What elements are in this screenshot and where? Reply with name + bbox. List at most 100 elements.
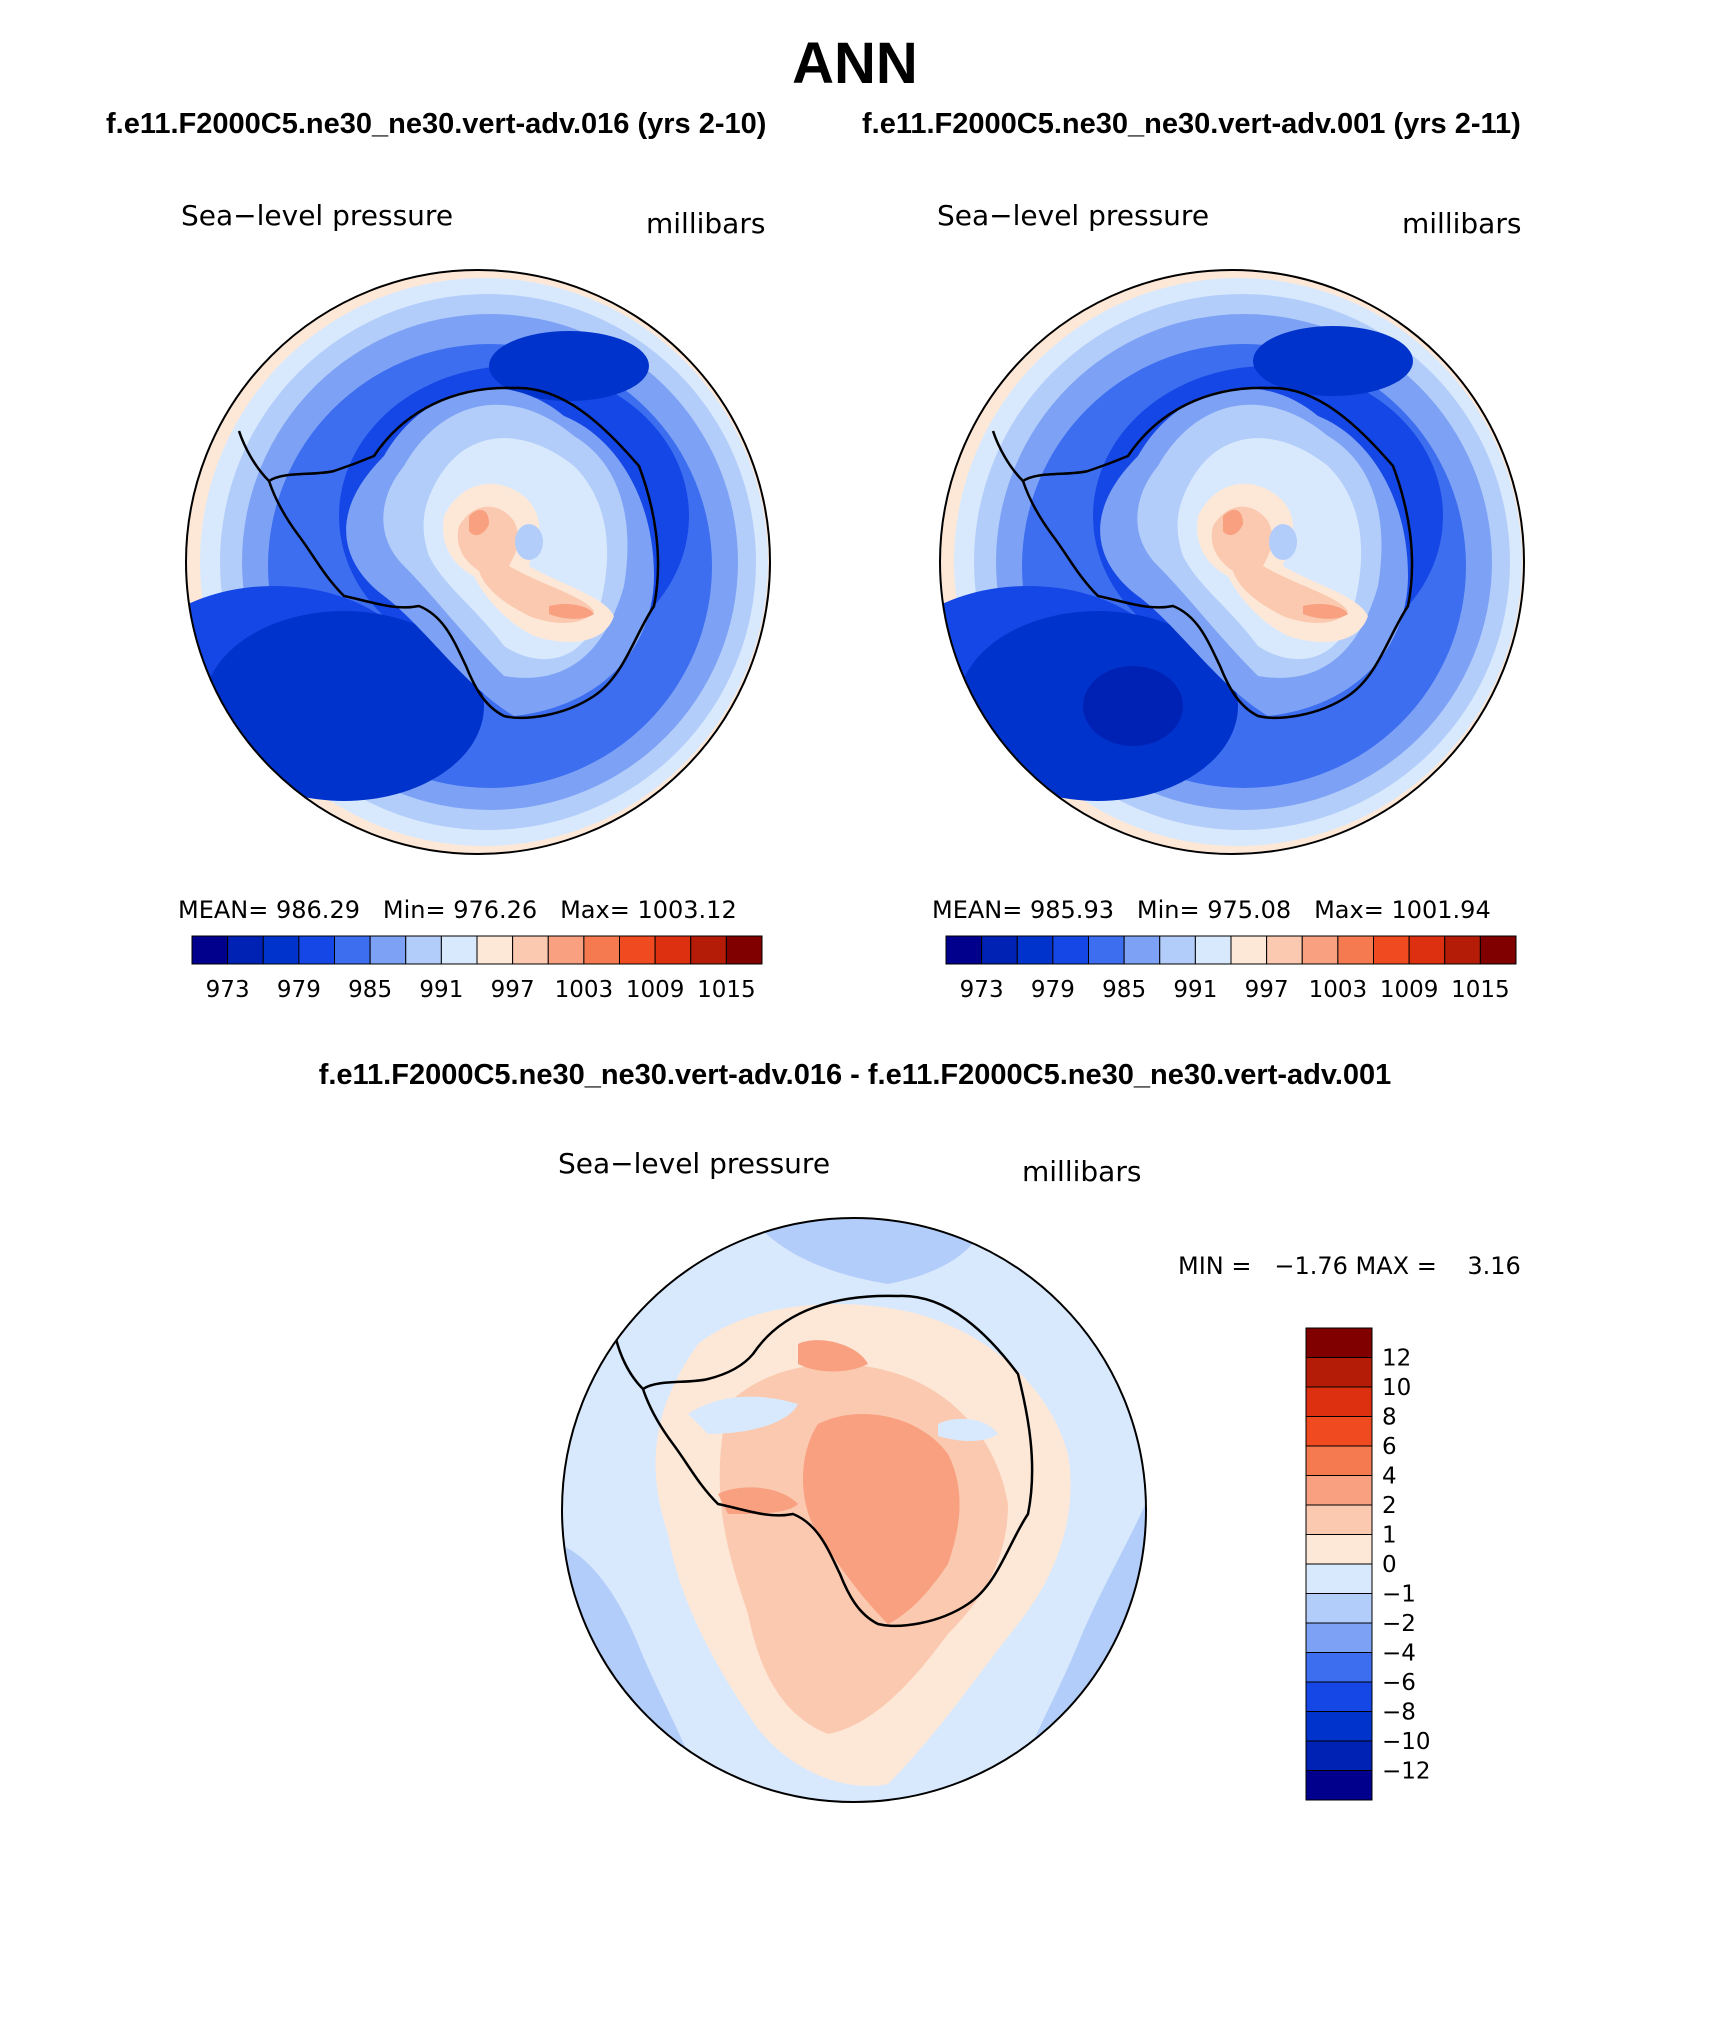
left-colorbar-bin xyxy=(369,935,407,965)
diff-colorbar-tick-label: 0 xyxy=(1382,1552,1397,1578)
right-max-value: 1001.94 xyxy=(1391,896,1491,924)
right-min-value: 975.08 xyxy=(1207,896,1292,924)
left-colorbar-bin xyxy=(690,935,727,965)
left-min-value: 976.26 xyxy=(453,896,538,924)
right-colorbar-tick-label: 1009 xyxy=(1380,977,1439,1003)
diff-colorbar-tick-label: 6 xyxy=(1382,1434,1397,1460)
right-colorbar-bin xyxy=(1052,935,1089,965)
diff-units-label: millibars xyxy=(1022,1155,1142,1188)
right-colorbar-bin xyxy=(1088,935,1125,965)
diff-colorbar-tick-label: −1 xyxy=(1382,1582,1416,1608)
left-colorbar-tick-label: 985 xyxy=(348,977,392,1003)
diff-colorbar-tick-label: 2 xyxy=(1382,1493,1397,1519)
right-colorbar-bin xyxy=(1301,935,1339,965)
right-colorbar-tick-label: 973 xyxy=(960,977,1004,1003)
diff-colorbar-bin xyxy=(1305,1770,1373,1801)
left-variable-label: Sea−level pressure xyxy=(181,199,454,232)
right-colorbar-tick-label: 1015 xyxy=(1451,977,1510,1003)
left-colorbar-bin xyxy=(725,935,763,965)
left-colorbar-tick-label: 1015 xyxy=(697,977,756,1003)
right-max-label: Max= xyxy=(1314,896,1384,924)
left-min-label: Min= xyxy=(382,896,446,924)
left-colorbar-tick-label: 997 xyxy=(491,977,535,1003)
diff-colorbar-bin xyxy=(1305,1593,1373,1624)
right-units-label: millibars xyxy=(1402,207,1522,240)
diff-variable-label: Sea−level pressure xyxy=(558,1147,831,1180)
right-colorbar-tick-label: 991 xyxy=(1173,977,1217,1003)
right-colorbar-bin xyxy=(1159,935,1196,965)
left-colorbar-tick-label: 1003 xyxy=(555,977,614,1003)
left-colorbar-bin xyxy=(619,935,656,965)
left-colorbar-bin xyxy=(191,935,229,965)
right-colorbar-bin xyxy=(1479,935,1517,965)
right-case-title: f.e11.F2000C5.ne30_ne30.vert-adv.001 (yr… xyxy=(862,108,1521,140)
right-stats: MEAN= 985.93 Min= 975.08 Max= 1001.94 xyxy=(932,896,1491,924)
diff-colorbar-bin xyxy=(1305,1652,1373,1683)
right-min-label: Min= xyxy=(1136,896,1200,924)
right-colorbar-bin xyxy=(1123,935,1161,965)
left-colorbar-bin xyxy=(512,935,549,965)
diff-colorbar-bin xyxy=(1305,1534,1373,1565)
right-colorbar-bin xyxy=(1444,935,1481,965)
left-colorbar-bin xyxy=(583,935,620,965)
left-mean-value: 986.29 xyxy=(276,896,360,924)
left-colorbar-bin xyxy=(440,935,478,965)
diff-colorbar-bin xyxy=(1305,1386,1373,1417)
diff-min-max: MIN = −1.76 MAX = 3.16 xyxy=(1178,1252,1521,1280)
diff-colorbar-bin xyxy=(1305,1327,1373,1358)
left-slp-map xyxy=(185,269,771,855)
left-colorbar-bin xyxy=(547,935,585,965)
diff-colorbar-bin xyxy=(1305,1740,1373,1771)
left-stats: MEAN= 986.29 Min= 976.26 Max= 1003.12 xyxy=(178,896,737,924)
right-colorbar-bin xyxy=(1266,935,1303,965)
left-mean-label: MEAN= xyxy=(178,896,269,924)
diff-colorbar-tick-label: 8 xyxy=(1382,1405,1397,1431)
left-colorbar-tick-label: 1009 xyxy=(626,977,685,1003)
left-case-title: f.e11.F2000C5.ne30_ne30.vert-adv.016 (yr… xyxy=(106,108,767,140)
diff-colorbar-tick-label: −6 xyxy=(1382,1670,1416,1696)
right-colorbar-bin xyxy=(1337,935,1374,965)
right-colorbar-bin xyxy=(1408,935,1446,965)
diff-colorbar-bin xyxy=(1305,1475,1373,1506)
right-colorbar: 973 979 985 991 997 1003 1009 1015 xyxy=(945,935,1517,1003)
right-colorbar-bin xyxy=(1373,935,1410,965)
left-colorbar-bin xyxy=(476,935,514,965)
diff-colorbar-tick-label: 1 xyxy=(1382,1523,1397,1549)
right-colorbar-tick-label: 997 xyxy=(1245,977,1289,1003)
diff-colorbar-bin xyxy=(1305,1563,1373,1594)
left-colorbar: 973 979 985 991 997 1003 1009 1015 xyxy=(191,935,763,1003)
diff-colorbar-bin xyxy=(1305,1504,1373,1535)
right-colorbar-bin xyxy=(945,935,983,965)
difference-title: f.e11.F2000C5.ne30_ne30.vert-adv.016 - f… xyxy=(318,1059,1392,1091)
diff-colorbar-bin xyxy=(1305,1445,1373,1476)
left-colorbar-bin xyxy=(298,935,335,965)
right-mean-label: MEAN= xyxy=(932,896,1023,924)
left-colorbar-tick-label: 973 xyxy=(206,977,250,1003)
diff-colorbar-bin xyxy=(1305,1416,1373,1447)
main-title: ANN xyxy=(792,31,918,96)
left-colorbar-bin xyxy=(654,935,692,965)
right-colorbar-tick-label: 1003 xyxy=(1309,977,1368,1003)
diff-colorbar-tick-label: 10 xyxy=(1382,1375,1411,1401)
right-colorbar-tick-label: 979 xyxy=(1031,977,1075,1003)
right-colorbar-bin xyxy=(1230,935,1268,965)
right-variable-label: Sea−level pressure xyxy=(937,199,1210,232)
left-max-label: Max= xyxy=(560,896,630,924)
diff-colorbar-tick-label: −2 xyxy=(1382,1611,1416,1637)
diff-colorbar-tick-label: 12 xyxy=(1382,1346,1411,1372)
left-colorbar-tick-label: 991 xyxy=(419,977,463,1003)
difference-map xyxy=(561,1217,1147,1803)
diff-colorbar-bin xyxy=(1305,1357,1373,1388)
diff-colorbar-tick-label: −8 xyxy=(1382,1700,1416,1726)
right-mean-value: 985.93 xyxy=(1030,896,1114,924)
left-max-value: 1003.12 xyxy=(637,896,737,924)
left-colorbar-bin xyxy=(227,935,264,965)
left-colorbar-tick-label: 979 xyxy=(277,977,321,1003)
diff-colorbar-tick-label: 4 xyxy=(1382,1464,1397,1490)
diff-colorbar-bin xyxy=(1305,1622,1373,1653)
right-slp-map xyxy=(939,269,1525,855)
diff-colorbar-tick-label: −12 xyxy=(1382,1759,1431,1785)
left-colorbar-bin xyxy=(405,935,442,965)
left-units-label: millibars xyxy=(646,207,766,240)
